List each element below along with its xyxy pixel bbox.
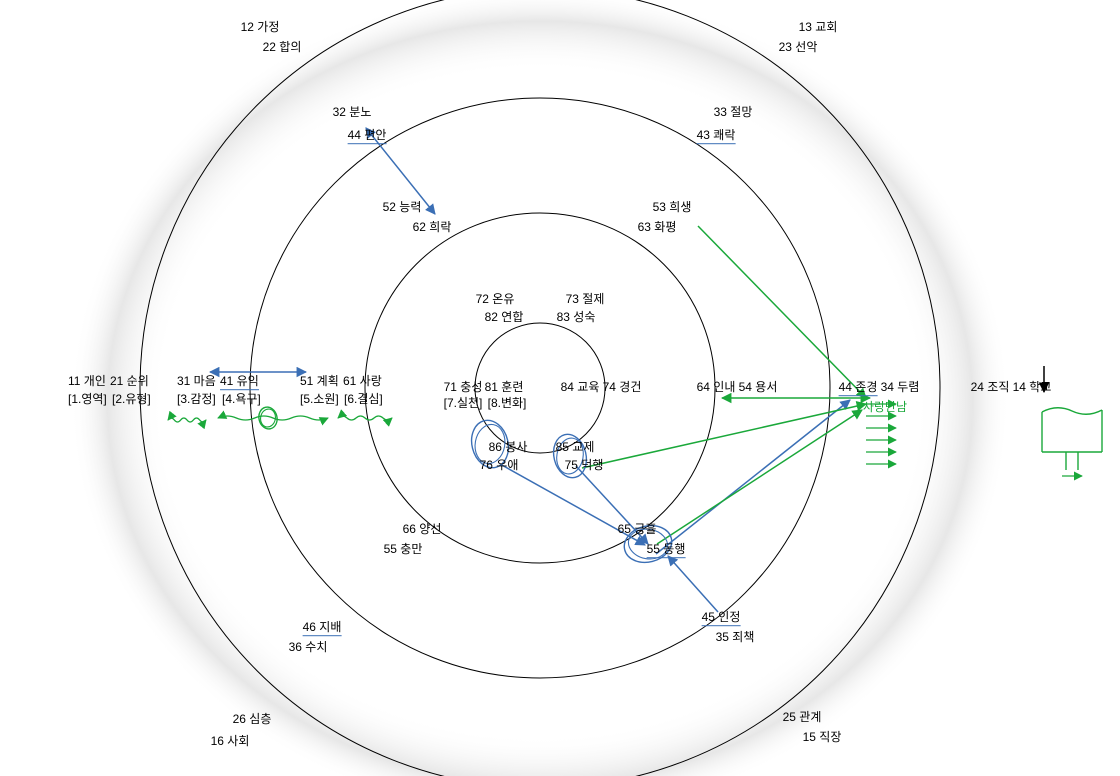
label-l-15: 15 직장 (803, 730, 842, 746)
label-l-14: 14 학교 (1013, 380, 1052, 396)
label-l-54: 54 용서 (739, 380, 778, 396)
label-l-83: 83 성숙 (557, 310, 596, 326)
label-l-32: 32 분노 (333, 105, 372, 121)
label-l-33: 33 절망 (714, 105, 753, 121)
label-l-8: [8.변화] (488, 396, 527, 412)
label-l-63: 63 화평 (638, 220, 677, 236)
label-l-85: 85 교제 (556, 440, 595, 456)
label-l-21: 21 순위 (110, 374, 149, 390)
label-l-24: 24 조직 (971, 380, 1010, 396)
label-l-71: 71 충성 (444, 380, 483, 396)
label-l-74: 74 경건 (603, 380, 642, 396)
label-l-53: 53 희생 (653, 200, 692, 216)
label-l-81: 81 훈련 (485, 380, 524, 396)
label-l-43: 43 쾌락 (697, 128, 736, 144)
label-l-41: 41 유익 (220, 374, 259, 390)
label-l-64: 64 인내 (697, 380, 736, 396)
label-l-3: [3.감정] (177, 392, 216, 408)
label-l-82: 82 연합 (485, 310, 524, 326)
label-l-13: 13 교회 (799, 20, 838, 36)
label-l-1: [1.영역] (68, 392, 107, 408)
label-l-44b: 44 존경 (839, 380, 878, 396)
label-l-61: 61 사랑 (343, 374, 382, 390)
label-l-76: 76 우애 (480, 458, 519, 474)
label-l-22: 22 합의 (263, 40, 302, 56)
label-l-31: 31 마음 (177, 374, 216, 390)
label-l-4: [4.욕구] (222, 392, 261, 408)
label-l-73: 73 절제 (566, 292, 605, 308)
label-l-55b: 55 동행 (647, 542, 686, 558)
label-l-hand: 사랑만남 (863, 400, 907, 416)
label-l-51: 51 계획 (300, 374, 339, 390)
label-l-84: 84 교육 (561, 380, 600, 396)
label-l-44a: 44 편안 (348, 128, 387, 144)
label-l-55a: 55 충만 (384, 542, 423, 558)
label-l-66: 66 양선 (403, 522, 442, 538)
label-l-46: 46 지배 (303, 620, 342, 636)
label-l-5: [5.소원] (300, 392, 339, 408)
label-l-26: 26 심층 (233, 712, 272, 728)
label-l-45: 45 인정 (702, 610, 741, 626)
label-l-2: [2.유형] (112, 392, 151, 408)
label-l-23: 23 선악 (779, 40, 818, 56)
label-l-62: 62 희락 (413, 220, 452, 236)
label-l-12: 12 가정 (241, 20, 280, 36)
label-l-65: 65 긍휼 (618, 522, 657, 538)
label-l-52: 52 능력 (383, 200, 422, 216)
label-l-11: 11 개인 (68, 374, 106, 390)
label-l-7: [7.실천] (444, 396, 483, 412)
label-l-6: [6.결심] (344, 392, 383, 408)
label-l-72: 72 온유 (476, 292, 515, 308)
label-l-36: 36 수치 (289, 640, 328, 656)
label-l-35: 35 죄책 (716, 630, 755, 646)
concentric-diagram: { "canvas": { "w": 1120, "h": 776 }, "ce… (0, 0, 1120, 776)
label-l-75: 75 덕행 (565, 458, 604, 474)
label-l-16: 16 사회 (211, 734, 250, 750)
label-l-25: 25 관계 (783, 710, 822, 726)
label-l-34: 34 두렴 (881, 380, 920, 396)
label-l-86: 86 봉사 (489, 440, 528, 456)
